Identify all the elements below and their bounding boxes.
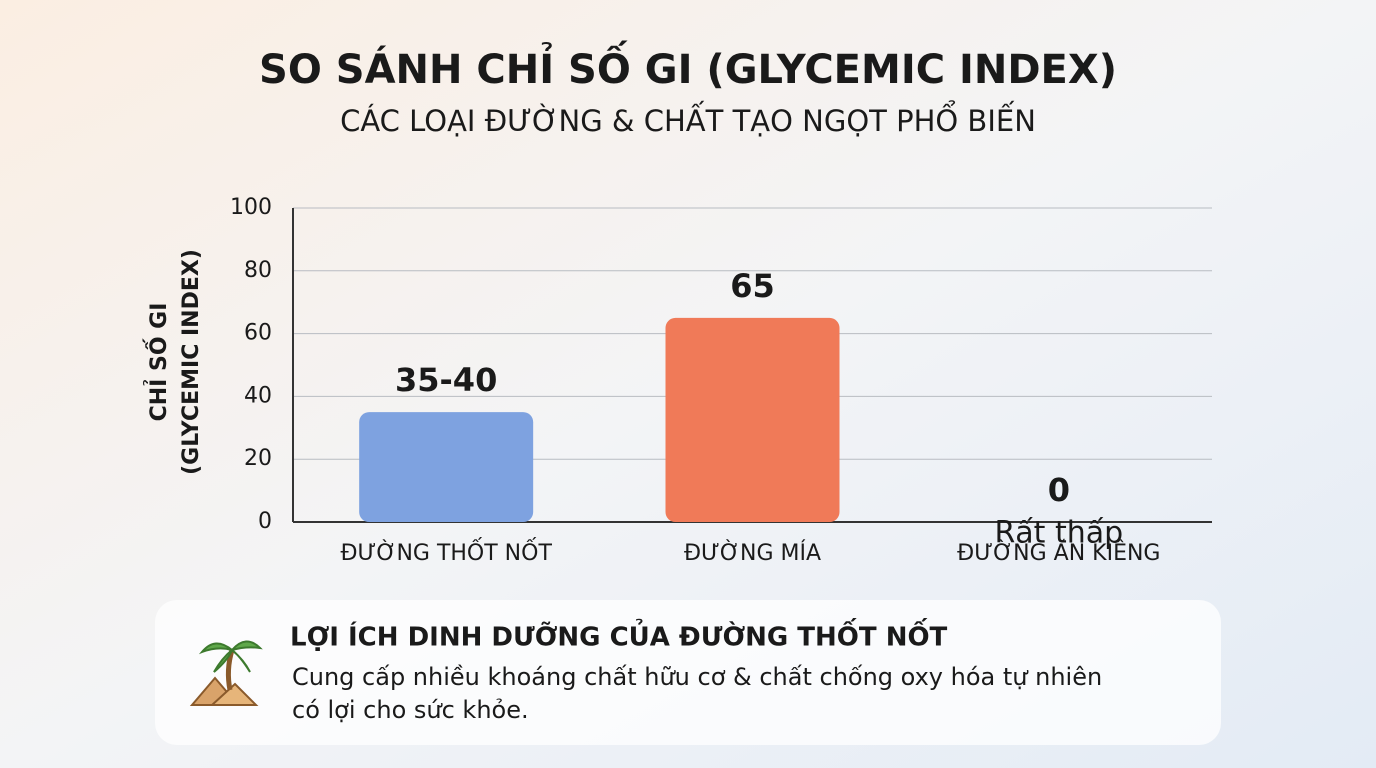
x-tick-label: ĐƯỜNG ĂN KIÊNG (957, 539, 1160, 566)
value-label: 0 (1048, 471, 1070, 509)
y-tick-label: 60 (244, 321, 272, 346)
value-label: 35-40 (395, 361, 497, 399)
x-tick-label: ĐƯỜNG MÍA (684, 540, 821, 566)
info-card (155, 600, 1221, 745)
y-tick-label: 100 (230, 195, 272, 220)
palm-icon (189, 640, 263, 706)
annotation: Rất thấp (994, 516, 1123, 551)
bar (359, 412, 534, 522)
y-tick-label: 20 (244, 446, 272, 471)
card-text: có lợi cho sức khỏe. (292, 696, 529, 724)
y-tick-label: 0 (258, 509, 272, 534)
y-axis-label: CHỈ SỐ GI (143, 303, 172, 422)
value-label: 65 (730, 267, 775, 305)
chart-subtitle: CÁC LOẠI ĐƯỜNG & CHẤT TẠO NGỌT PHỔ BIẾN (340, 101, 1036, 138)
y-tick-label: 40 (244, 383, 272, 408)
x-tick-label: ĐƯỜNG THỐT NỐT (340, 537, 552, 566)
y-tick-label: 80 (244, 258, 272, 283)
card-title: LỢI ÍCH DINH DƯỠNG CỦA ĐƯỜNG THỐT NỐT (290, 617, 948, 653)
bar (665, 317, 840, 522)
plot-area: 0 20 40 60 80 100 ĐƯỜNG THỐT NỐT 35-40 ĐƯỜNG MÍA… (230, 195, 1212, 566)
y-axis-label: (GLYCEMIC INDEX) (179, 249, 204, 475)
chart-title: SO SÁNH CHỈ SỐ GI (GLYCEMIC INDEX) (259, 39, 1117, 93)
card-text: Cung cấp nhiều khoáng chất hữu cơ & chất… (292, 663, 1102, 691)
